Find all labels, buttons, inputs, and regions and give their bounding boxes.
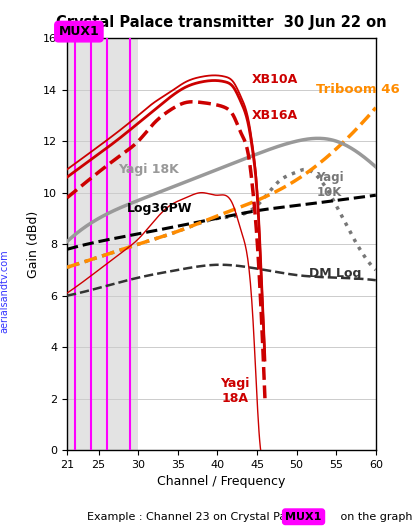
Y-axis label: Gain (dBd): Gain (dBd): [27, 210, 40, 278]
Text: Yagi
18A: Yagi 18A: [220, 377, 249, 405]
X-axis label: Channel / Frequency: Channel / Frequency: [157, 475, 286, 489]
Text: XB16A: XB16A: [252, 109, 298, 122]
Text: Log36PW: Log36PW: [126, 201, 192, 215]
Text: MUX1: MUX1: [285, 512, 322, 522]
Text: Yagi 18K: Yagi 18K: [119, 163, 179, 176]
Text: DM Log: DM Log: [309, 267, 361, 280]
Title: Crystal Palace transmitter  30 Jun 22 on: Crystal Palace transmitter 30 Jun 22 on: [56, 15, 387, 30]
Text: Triboom 46: Triboom 46: [316, 83, 400, 96]
Text: MUX1: MUX1: [59, 25, 99, 38]
Bar: [67, 38, 138, 450]
Text: on the graph: on the graph: [337, 512, 412, 522]
Text: Yagi
10K: Yagi 10K: [316, 171, 344, 199]
Text: Example : Channel 23 on Crystal Palace =: Example : Channel 23 on Crystal Palace =: [87, 512, 326, 522]
Text: aerialsandtv.com: aerialsandtv.com: [0, 250, 9, 333]
Text: XB10A: XB10A: [252, 73, 298, 86]
